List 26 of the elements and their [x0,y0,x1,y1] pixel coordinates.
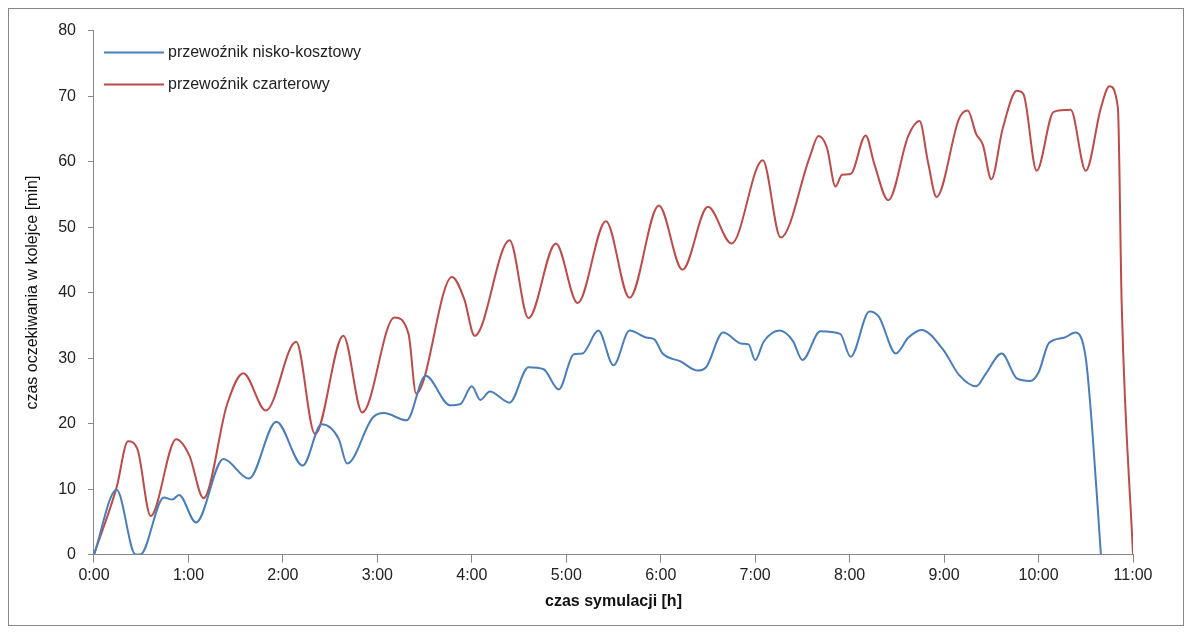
x-tick-label: 2:00 [267,565,299,583]
line-series [94,310,1102,555]
y-tick-label: 20 [58,414,77,432]
y-tick-label: 60 [58,152,77,170]
y-tick-label: 70 [58,86,77,104]
x-tick-label: 0:00 [78,565,110,583]
x-tick-label: 9:00 [928,565,960,583]
x-tick-label: 3:00 [361,565,394,583]
x-tick-label: 1:00 [172,565,205,583]
y-tick-label: 40 [58,283,77,301]
y-tick-label: 50 [58,217,77,235]
x-tick-label: 4:00 [456,565,488,583]
x-tick-label: 5:00 [550,565,582,583]
legend-label: przewoźnik czarterowy [168,75,330,93]
y-tick-label: 30 [58,348,77,366]
x-tick-label: 8:00 [834,565,866,583]
x-tick-label: 7:00 [739,565,771,583]
x-tick-label: 6:00 [645,565,677,583]
y-tick-label: 10 [58,479,77,497]
x-tick-label: 11:00 [1113,565,1153,583]
x-axis-title: czas symulacji [h] [545,591,682,609]
legend-label: przewoźnik nisko-kosztowy [168,43,361,61]
y-tick-label: 80 [58,21,77,39]
y-tick-label: 0 [67,545,77,563]
x-tick-label: 10:00 [1018,565,1059,583]
y-axis-title: czas oczekiwania w kolejce [min] [23,175,41,410]
